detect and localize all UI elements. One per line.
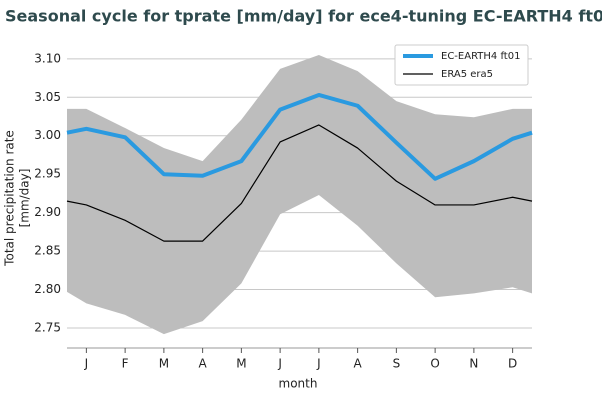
x-tick-label: J [316,357,321,371]
y-tick-label: 2.85 [34,244,61,258]
x-tick-label: A [199,357,208,371]
x-axis-label: month [279,377,318,391]
y-tick-label: 3.05 [34,90,61,104]
legend-label: ERA5 era5 [441,69,493,80]
legend-label: EC-EARTH4 ft01 [441,51,520,62]
y-tick-label: 2.80 [34,282,61,296]
x-tick-label: A [354,357,363,371]
x-tick-label: D [508,357,517,371]
chart-title: Seasonal cycle for tprate [mm/day] for e… [5,7,602,26]
series-line [66,92,533,181]
x-tick-label: M [159,357,169,371]
x-tick-label: M [236,357,246,371]
series-line [66,124,533,242]
x-tick-label: N [469,357,478,371]
y-tick-label: 2.95 [34,167,61,181]
y-tick-label: 2.90 [34,205,61,219]
y-tick-label: 2.75 [34,321,61,335]
x-tick-label: J [277,357,282,371]
band-layer [67,54,532,335]
x-tick-label: F [122,357,129,371]
y-tick-label: 3.00 [34,128,61,142]
y-axis-label: Total precipitation rate [3,130,17,267]
y-axis-label: [mm/day] [18,169,32,228]
x-tick-label: O [430,357,439,371]
x-tick-label: J [84,357,89,371]
spread-band [67,54,532,335]
x-tick-label: S [393,357,401,371]
y-tick-label: 3.10 [34,51,61,65]
